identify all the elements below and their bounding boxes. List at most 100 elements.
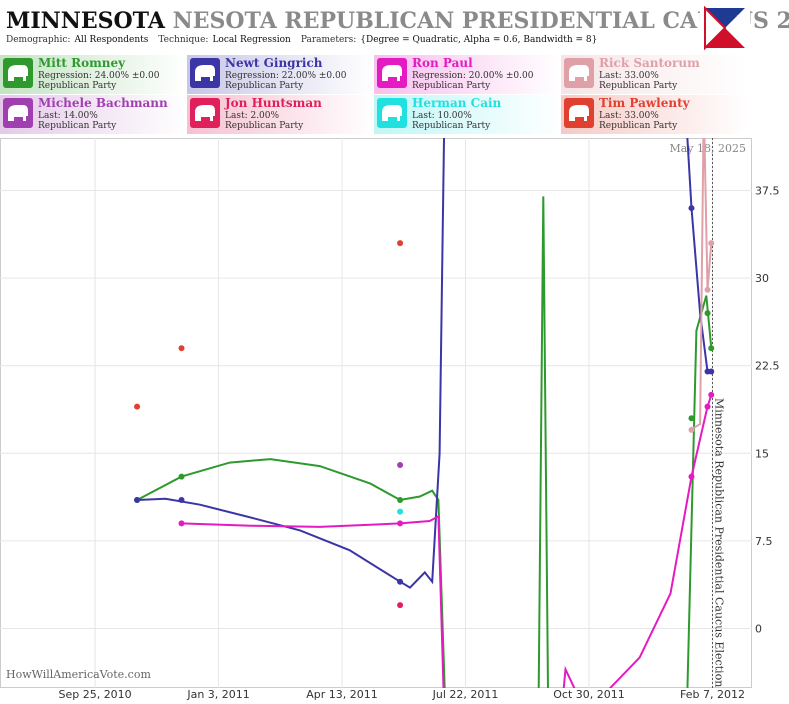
elephant <box>195 65 215 81</box>
legend-detail: Last: 33.00% <box>599 71 659 81</box>
legend-party: Republican Party <box>38 121 117 131</box>
point <box>134 496 141 503</box>
title-main: MINNESOTA <box>6 8 166 34</box>
meta-text: Demographic: All Respondents Technique: Loc… <box>6 35 597 45</box>
point <box>688 205 695 212</box>
point <box>397 461 404 468</box>
legend-party: Republican Party <box>225 81 304 91</box>
trend-line <box>136 196 713 688</box>
elephant <box>8 105 28 121</box>
elephant <box>569 105 589 121</box>
legend-party: Republican Party <box>412 121 491 131</box>
legend-name: Michele Bachmann <box>38 96 168 110</box>
point <box>708 240 715 247</box>
point <box>708 391 715 398</box>
legend-name: Rick Santorum <box>599 56 700 70</box>
x-tick-label: Jul 22, 2011 <box>432 688 499 701</box>
elephant <box>382 105 402 121</box>
svg-text:★: ★ <box>736 12 745 23</box>
point <box>397 496 404 503</box>
legend-detail: Regression: 24.00% ±0.00 <box>38 71 160 81</box>
y-tick-label: 7.5 <box>755 535 773 548</box>
point <box>397 520 404 527</box>
trend-line <box>689 138 713 431</box>
legend-name: Ron Paul <box>412 56 473 70</box>
meta-line: Demographic: All Respondents Technique: Loc… <box>6 35 597 45</box>
grid: 0 7.5 15 22.5 30 37.5 Sep 25, 2010 Jan 3, 2011 A… <box>0 138 780 701</box>
meta-key: Technique: <box>158 35 208 45</box>
plot-area <box>134 138 715 688</box>
elephant <box>569 65 589 81</box>
legend-detail: Regression: 20.00% ±0.00 <box>412 71 534 81</box>
point <box>397 578 404 585</box>
point <box>134 403 141 410</box>
chart-title: MINNESOTA NESOTA REPUBLICAN PRESIDENTIAL… <box>6 8 789 34</box>
point <box>708 368 715 375</box>
point <box>397 240 404 247</box>
meta-value: {Degree = Quadratic, Alpha = 0.6, Bandwi… <box>360 35 597 45</box>
meta-value: Local Regression <box>212 35 291 45</box>
legend-name: Herman Cain <box>412 96 502 110</box>
point <box>178 520 185 527</box>
legend-detail: Regression: 22.00% ±0.00 <box>225 71 347 81</box>
point <box>704 403 711 410</box>
legend-party: Republican Party <box>225 121 304 131</box>
y-tick-label: 15 <box>755 447 769 460</box>
event-label: Minnesota Republican Presidential Caucus… <box>712 398 725 687</box>
legend-detail: Last: 33.00% <box>599 111 659 121</box>
trend-line <box>137 138 712 589</box>
meta-value: All Respondents <box>73 35 148 45</box>
legend-detail: Last: 10.00% <box>412 111 472 121</box>
point <box>708 345 715 352</box>
legend-name: Mitt Romney <box>38 56 126 70</box>
point <box>397 602 404 609</box>
meta-key: Demographic: <box>6 35 70 45</box>
point <box>688 426 695 433</box>
point <box>704 286 711 293</box>
x-tick-label: Oct 30, 2011 <box>553 688 625 701</box>
trend-line <box>181 394 713 688</box>
elephant <box>8 65 28 81</box>
y-tick-label: 37.5 <box>755 185 780 198</box>
title-rest: NESOTA REPUBLICAN PRESIDENTIAL CAUCUS 20… <box>173 8 789 34</box>
point <box>688 473 695 480</box>
meta-key: Parameters: <box>301 35 356 45</box>
point <box>178 496 185 503</box>
y-tick-label: 30 <box>755 272 769 285</box>
legend-detail: Last: 2.00% <box>225 111 280 121</box>
legend-party: Republican Party <box>412 81 491 91</box>
y-tick-label: 22.5 <box>755 360 780 373</box>
legend-name: Jon Huntsman <box>224 96 322 110</box>
elephant <box>195 105 215 121</box>
point <box>178 473 185 480</box>
legend-party: Republican Party <box>599 121 678 131</box>
y-tick-label: 0 <box>755 622 762 635</box>
x-tick-label: Jan 3, 2011 <box>186 688 249 701</box>
point <box>178 345 185 352</box>
annotation: May 18, 2025 <box>669 142 746 155</box>
point <box>397 508 404 515</box>
plot-frame <box>0 138 752 688</box>
x-tick-label: Apr 13, 2011 <box>306 688 378 701</box>
x-tick-label: Feb 7, 2012 <box>680 688 745 701</box>
logo: ★ <box>700 0 750 51</box>
legend-party: Republican Party <box>38 81 117 91</box>
elephant <box>382 65 402 81</box>
legend-detail: Last: 14.00% <box>38 111 98 121</box>
point <box>704 310 711 317</box>
point <box>688 415 695 422</box>
legend-party: Republican Party <box>599 81 678 91</box>
watermark: HowWillAmericaVote.com <box>6 668 151 681</box>
legend-name: Tim Pawlenty <box>599 96 691 110</box>
legend-name: Newt Gingrich <box>225 56 323 70</box>
